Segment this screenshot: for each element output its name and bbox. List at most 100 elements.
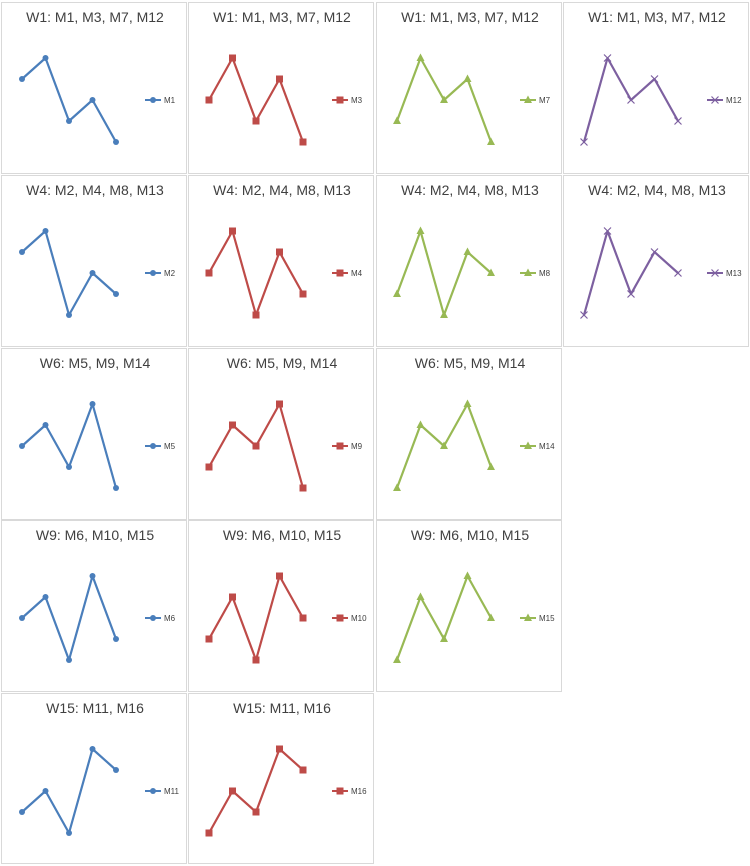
- legend-label: M12: [726, 96, 742, 105]
- chart-svg: W4: M2, M4, M8, M13 M8: [393, 182, 551, 318]
- chart-svg: W6: M5, M9, M14 M14: [393, 355, 555, 491]
- chart-title: W1: M1, M3, M7, M12: [401, 9, 539, 25]
- chart-svg: W6: M5, M9, M14 M5: [19, 355, 176, 491]
- data-point: [299, 290, 307, 298]
- data-point: [113, 485, 119, 491]
- data-point: [603, 227, 612, 235]
- data-point: [229, 227, 236, 235]
- legend-label: M13: [726, 269, 742, 278]
- series-line: [207, 56, 305, 144]
- legend-label: M7: [539, 96, 551, 105]
- chart-title: W4: M2, M4, M8, M13: [401, 182, 539, 198]
- series-group: M16: [205, 745, 367, 837]
- legend-marker: [150, 270, 156, 276]
- data-point: [276, 572, 283, 580]
- chart-panel: W1: M1, M3, M7, M12 M7: [376, 2, 562, 174]
- data-point: [440, 95, 448, 103]
- chart-title: W15: M11, M16: [46, 700, 144, 716]
- series-group: M3: [205, 54, 363, 146]
- series-line: [207, 574, 305, 662]
- chart-title: W1: M1, M3, M7, M12: [26, 9, 164, 25]
- chart-panel: W9: M6, M10, M15 M10: [188, 520, 374, 692]
- legend-label: M14: [539, 442, 555, 451]
- data-point: [252, 117, 260, 125]
- series-group: M5: [19, 401, 176, 491]
- chart-svg: W15: M11, M16 M11: [19, 700, 180, 836]
- legend-marker: [524, 268, 532, 276]
- legend-marker: [336, 442, 344, 450]
- data-point: [416, 420, 425, 428]
- data-point: [299, 484, 307, 492]
- data-point: [440, 634, 448, 642]
- legend-marker: [150, 97, 156, 103]
- legend-label: M15: [539, 614, 555, 623]
- chart-title: W4: M2, M4, M8, M13: [213, 182, 351, 198]
- data-point: [19, 443, 25, 449]
- data-point: [89, 746, 96, 752]
- legend-marker: [711, 96, 719, 104]
- series-group: M8: [393, 226, 551, 318]
- chart-panel: W9: M6, M10, M15 M6: [1, 520, 187, 692]
- chart-title: W9: M6, M10, M15: [411, 527, 529, 543]
- data-point: [205, 635, 213, 643]
- legend-label: M3: [351, 96, 363, 105]
- data-point: [66, 657, 72, 663]
- data-point: [487, 268, 495, 276]
- data-point: [603, 54, 612, 62]
- data-point: [113, 291, 119, 297]
- data-point: [276, 745, 283, 753]
- chart-panel: W1: M1, M3, M7, M12 M1: [1, 2, 187, 174]
- data-point: [627, 290, 635, 298]
- legend-label: M16: [351, 787, 367, 796]
- data-point: [674, 269, 682, 277]
- chart-svg: W1: M1, M3, M7, M12 M12: [580, 9, 742, 146]
- data-point: [113, 636, 119, 642]
- data-point: [650, 248, 659, 256]
- series-line: [20, 402, 118, 490]
- data-point: [252, 442, 260, 450]
- data-point: [89, 401, 96, 407]
- chart-title: W9: M6, M10, M15: [36, 527, 154, 543]
- data-point: [627, 96, 635, 104]
- series-line: [20, 56, 118, 144]
- chart-panel: W15: M11, M16 M11: [1, 693, 187, 864]
- series-line: [20, 574, 118, 662]
- data-point: [89, 270, 96, 276]
- chart-svg: W4: M2, M4, M8, M13 M2: [19, 182, 176, 318]
- series-group: M14: [393, 399, 555, 491]
- chart-title: W6: M5, M9, M14: [415, 355, 526, 371]
- data-point: [463, 399, 472, 407]
- chart-svg: W4: M2, M4, M8, M13 M13: [580, 182, 742, 319]
- chart-panel: W4: M2, M4, M8, M13 M4: [188, 175, 374, 347]
- data-point: [42, 788, 49, 794]
- data-point: [205, 96, 213, 104]
- data-point: [252, 656, 260, 664]
- data-point: [229, 593, 236, 601]
- series-group: M13: [580, 227, 742, 319]
- data-point: [440, 441, 448, 449]
- data-point: [393, 289, 401, 297]
- series-group: M4: [205, 227, 363, 319]
- legend-marker: [524, 95, 532, 103]
- series-line: [20, 747, 118, 835]
- series-group: M10: [205, 572, 367, 664]
- data-point: [463, 74, 472, 82]
- legend-label: M2: [164, 269, 176, 278]
- data-point: [19, 76, 25, 82]
- legend-marker: [336, 614, 344, 622]
- data-point: [205, 463, 213, 471]
- chart-svg: W15: M11, M16 M16: [205, 700, 367, 837]
- chart-panel: W6: M5, M9, M14 M14: [376, 348, 562, 520]
- data-point: [113, 139, 119, 145]
- data-point: [463, 247, 472, 255]
- data-point: [416, 226, 425, 234]
- legend-marker: [336, 96, 344, 104]
- legend-marker: [336, 787, 344, 795]
- data-point: [229, 421, 236, 429]
- legend-label: M11: [164, 787, 180, 796]
- data-point: [416, 592, 425, 600]
- data-point: [299, 614, 307, 622]
- data-point: [89, 573, 96, 579]
- legend-label: M4: [351, 269, 363, 278]
- legend-marker: [524, 613, 532, 621]
